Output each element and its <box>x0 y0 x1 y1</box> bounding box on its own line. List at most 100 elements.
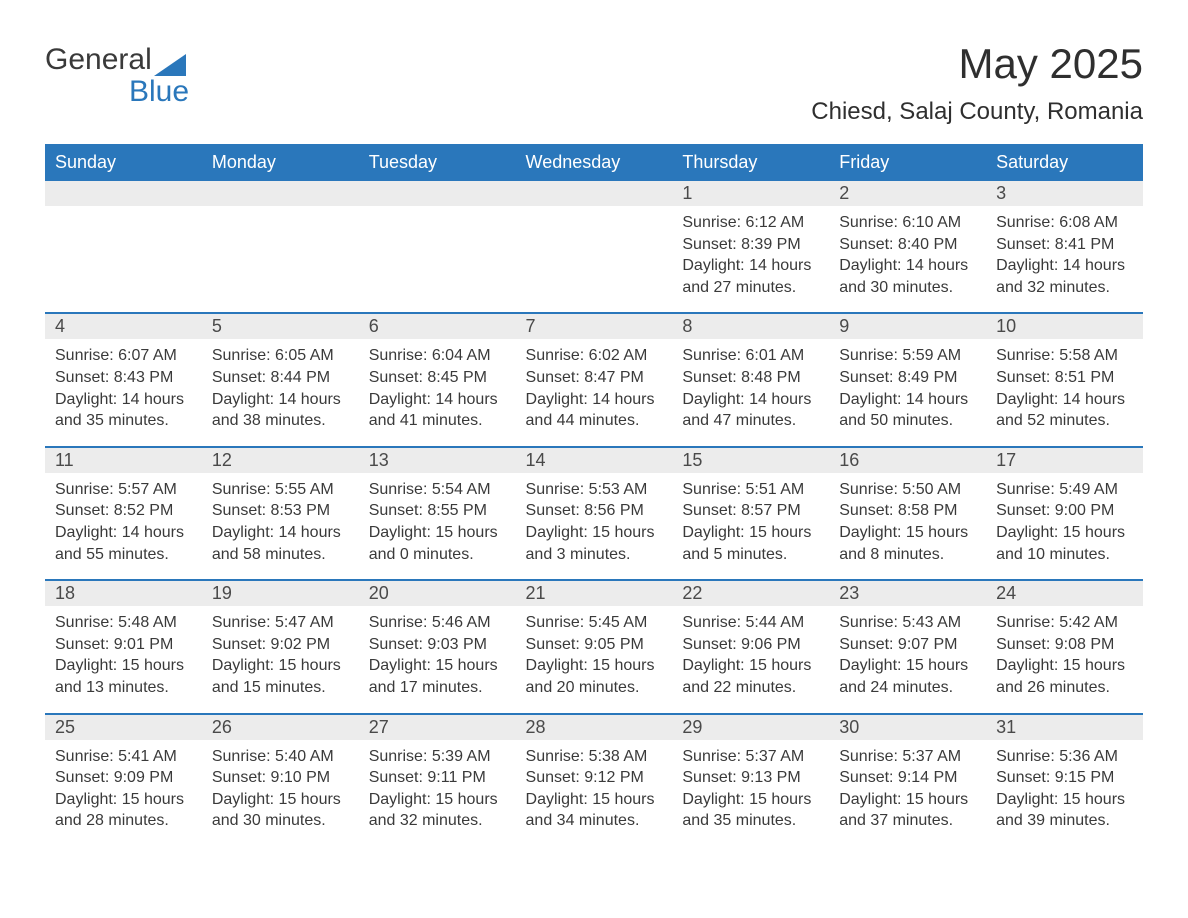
daylight-line: Daylight: 15 hours and 35 minutes. <box>682 789 819 832</box>
day-body-cell: Sunrise: 5:59 AMSunset: 8:49 PMDaylight:… <box>829 339 986 446</box>
sunset-line: Sunset: 9:00 PM <box>996 500 1133 522</box>
sunset-line: Sunset: 9:06 PM <box>682 634 819 656</box>
day-number-cell: 10 <box>986 313 1143 339</box>
sunset-line: Sunset: 9:10 PM <box>212 767 349 789</box>
sunrise-line: Sunrise: 5:40 AM <box>212 746 349 768</box>
brand-word-1: General <box>45 44 152 76</box>
sunset-line: Sunset: 8:56 PM <box>526 500 663 522</box>
day-number-cell: 29 <box>672 714 829 740</box>
sunset-line: Sunset: 8:41 PM <box>996 234 1133 256</box>
day-body-cell <box>202 206 359 313</box>
weekday-header: Friday <box>829 144 986 181</box>
day-body-cell: Sunrise: 5:42 AMSunset: 9:08 PMDaylight:… <box>986 606 1143 713</box>
sunrise-line: Sunrise: 5:45 AM <box>526 612 663 634</box>
daylight-line: Daylight: 14 hours and 32 minutes. <box>996 255 1133 298</box>
day-body-cell: Sunrise: 5:38 AMSunset: 9:12 PMDaylight:… <box>516 740 673 846</box>
day-body-cell: Sunrise: 6:07 AMSunset: 8:43 PMDaylight:… <box>45 339 202 446</box>
daylight-line: Daylight: 14 hours and 52 minutes. <box>996 389 1133 432</box>
day-number-cell: 28 <box>516 714 673 740</box>
daylight-line: Daylight: 14 hours and 47 minutes. <box>682 389 819 432</box>
sunset-line: Sunset: 8:39 PM <box>682 234 819 256</box>
daylight-line: Daylight: 14 hours and 35 minutes. <box>55 389 192 432</box>
day-body-cell: Sunrise: 6:10 AMSunset: 8:40 PMDaylight:… <box>829 206 986 313</box>
day-body-cell: Sunrise: 5:54 AMSunset: 8:55 PMDaylight:… <box>359 473 516 580</box>
weekday-header: Thursday <box>672 144 829 181</box>
day-body-cell: Sunrise: 5:37 AMSunset: 9:14 PMDaylight:… <box>829 740 986 846</box>
day-number-cell: 5 <box>202 313 359 339</box>
day-body-cell: Sunrise: 5:48 AMSunset: 9:01 PMDaylight:… <box>45 606 202 713</box>
day-body-cell: Sunrise: 6:12 AMSunset: 8:39 PMDaylight:… <box>672 206 829 313</box>
daylight-line: Daylight: 15 hours and 32 minutes. <box>369 789 506 832</box>
sunset-line: Sunset: 8:47 PM <box>526 367 663 389</box>
daylight-line: Daylight: 15 hours and 10 minutes. <box>996 522 1133 565</box>
sunrise-line: Sunrise: 5:54 AM <box>369 479 506 501</box>
day-number-cell: 8 <box>672 313 829 339</box>
weekday-header: Wednesday <box>516 144 673 181</box>
weekday-header: Saturday <box>986 144 1143 181</box>
brand-word-2: Blue <box>45 76 189 108</box>
sunrise-line: Sunrise: 6:05 AM <box>212 345 349 367</box>
day-number-cell: 9 <box>829 313 986 339</box>
day-body-cell: Sunrise: 5:44 AMSunset: 9:06 PMDaylight:… <box>672 606 829 713</box>
daylight-line: Daylight: 15 hours and 26 minutes. <box>996 655 1133 698</box>
day-number-row: 123 <box>45 181 1143 206</box>
day-body-cell: Sunrise: 5:43 AMSunset: 9:07 PMDaylight:… <box>829 606 986 713</box>
sunset-line: Sunset: 8:55 PM <box>369 500 506 522</box>
sunrise-line: Sunrise: 6:01 AM <box>682 345 819 367</box>
day-body-cell: Sunrise: 6:08 AMSunset: 8:41 PMDaylight:… <box>986 206 1143 313</box>
day-body-row: Sunrise: 5:41 AMSunset: 9:09 PM Daylight:… <box>45 740 1143 846</box>
daylight-line: Daylight: 15 hours and 20 minutes. <box>526 655 663 698</box>
sunrise-line: Sunrise: 5:37 AM <box>682 746 819 768</box>
day-body-cell: Sunrise: 5:53 AMSunset: 8:56 PMDaylight:… <box>516 473 673 580</box>
sunset-line: Sunset: 8:43 PM <box>55 367 192 389</box>
sunrise-line: Sunrise: 5:41 AM <box>55 746 192 768</box>
sunset-line: Sunset: 9:01 PM <box>55 634 192 656</box>
day-number-cell <box>516 181 673 206</box>
day-body-cell: Sunrise: 6:04 AMSunset: 8:45 PMDaylight:… <box>359 339 516 446</box>
day-body-cell: Sunrise: 5:47 AMSunset: 9:02 PMDaylight:… <box>202 606 359 713</box>
sunset-line: Sunset: 9:05 PM <box>526 634 663 656</box>
day-number-cell: 20 <box>359 580 516 606</box>
weekday-header: Tuesday <box>359 144 516 181</box>
day-number-cell: 22 <box>672 580 829 606</box>
day-number-cell: 30 <box>829 714 986 740</box>
day-number-cell: 26 <box>202 714 359 740</box>
daylight-line: Daylight: 15 hours and 30 minutes. <box>212 789 349 832</box>
sunrise-line: Sunrise: 6:02 AM <box>526 345 663 367</box>
sunrise-line: Sunrise: 6:10 AM <box>839 212 976 234</box>
day-number-cell <box>45 181 202 206</box>
day-body-row: Sunrise: 6:12 AMSunset: 8:39 PMDaylight:… <box>45 206 1143 313</box>
sunset-line: Sunset: 9:03 PM <box>369 634 506 656</box>
day-body-cell <box>45 206 202 313</box>
sunrise-line: Sunrise: 5:42 AM <box>996 612 1133 634</box>
day-body-row: Sunrise: 6:07 AMSunset: 8:43 PMDaylight:… <box>45 339 1143 446</box>
sunrise-line: Sunrise: 5:43 AM <box>839 612 976 634</box>
sunrise-line: Sunrise: 5:53 AM <box>526 479 663 501</box>
daylight-line: Daylight: 14 hours and 41 minutes. <box>369 389 506 432</box>
day-number-cell: 11 <box>45 447 202 473</box>
sunset-line: Sunset: 9:11 PM <box>369 767 506 789</box>
day-body-cell: Sunrise: 5:39 AMSunset: 9:11 PMDaylight:… <box>359 740 516 846</box>
day-number-cell: 12 <box>202 447 359 473</box>
sunset-line: Sunset: 8:45 PM <box>369 367 506 389</box>
sunrise-line: Sunrise: 5:50 AM <box>839 479 976 501</box>
daylight-line: Daylight: 15 hours and 39 minutes. <box>996 789 1133 832</box>
daylight-line: Daylight: 15 hours and 34 minutes. <box>526 789 663 832</box>
day-number-cell: 17 <box>986 447 1143 473</box>
day-number-cell: 23 <box>829 580 986 606</box>
sunrise-line: Sunrise: 5:58 AM <box>996 345 1133 367</box>
sunrise-line: Sunrise: 6:08 AM <box>996 212 1133 234</box>
day-body-cell: Sunrise: 6:02 AMSunset: 8:47 PMDaylight:… <box>516 339 673 446</box>
day-number-cell: 21 <box>516 580 673 606</box>
weekday-header-row: Sunday Monday Tuesday Wednesday Thursday… <box>45 144 1143 181</box>
day-number-cell: 7 <box>516 313 673 339</box>
sunset-line: Sunset: 8:44 PM <box>212 367 349 389</box>
day-number-cell: 6 <box>359 313 516 339</box>
day-body-cell: Sunrise: 6:01 AMSunset: 8:48 PMDaylight:… <box>672 339 829 446</box>
sunset-line: Sunset: 9:09 PM <box>55 767 192 789</box>
sunset-line: Sunset: 9:12 PM <box>526 767 663 789</box>
sunrise-line: Sunrise: 5:49 AM <box>996 479 1133 501</box>
sunset-line: Sunset: 8:57 PM <box>682 500 819 522</box>
day-number-cell: 14 <box>516 447 673 473</box>
sunrise-line: Sunrise: 5:57 AM <box>55 479 192 501</box>
